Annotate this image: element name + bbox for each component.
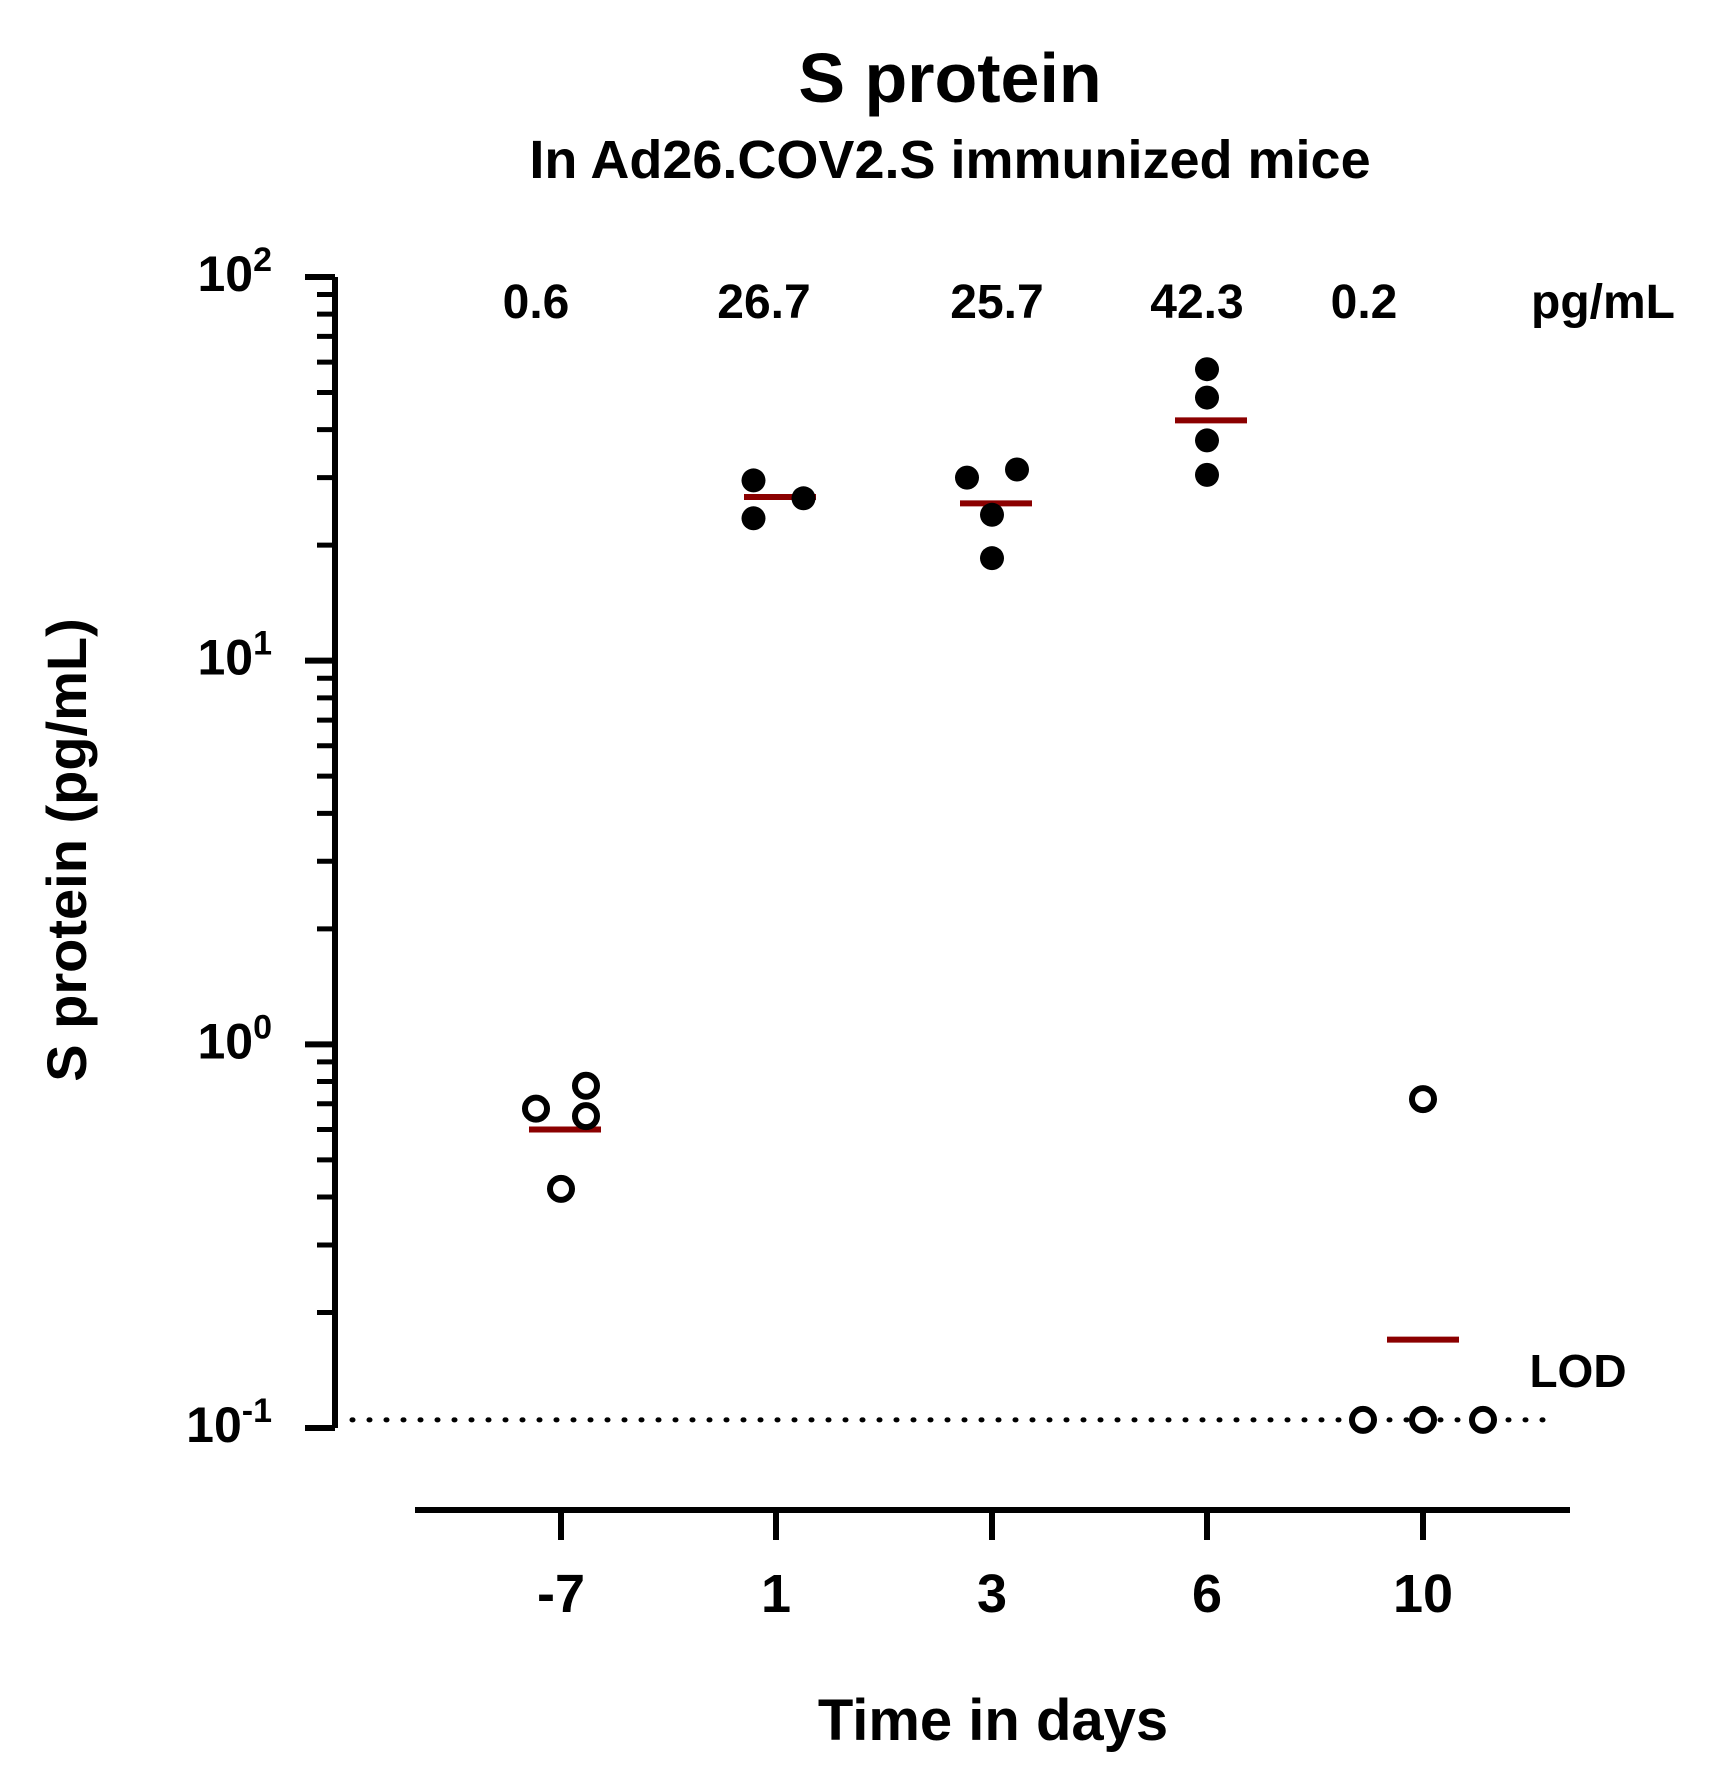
mean-value-label: 0.6 (503, 276, 570, 329)
y-tick-label: 10-1 (186, 1392, 272, 1453)
data-point (791, 486, 816, 511)
x-tick-label: 10 (1393, 1564, 1453, 1624)
y-tick-label: 100 (197, 1008, 272, 1069)
data-point (572, 1102, 600, 1131)
y-axis-ticks (305, 274, 335, 1431)
data-point (522, 1094, 550, 1123)
mean-value-label: 25.7 (950, 276, 1043, 329)
y-axis-label: S protein (pg/mL) (35, 618, 98, 1082)
y-axis-tick-labels: 10-1 100 101 102 (186, 241, 272, 1453)
chart-subtitle: In Ad26.COV2.S immunized mice (529, 130, 1370, 190)
y-tick-label: 101 (197, 625, 272, 686)
data-point (1195, 462, 1219, 487)
data-point (980, 502, 1004, 527)
mean-value-labels: 0.6 26.7 25.7 42.3 0.2 (503, 276, 1398, 329)
data-point (741, 506, 766, 531)
x-tick-label: 1 (761, 1564, 791, 1624)
mean-value-label: 42.3 (1150, 276, 1243, 329)
data-point (741, 468, 766, 493)
chart-title: S protein (798, 39, 1101, 117)
x-tick-label: 3 (977, 1564, 1007, 1624)
data-point (955, 465, 979, 490)
data-point (547, 1174, 575, 1203)
unit-label: pg/mL (1531, 276, 1675, 329)
data-point (1409, 1085, 1437, 1114)
x-axis-tick-labels: -7 1 3 6 10 (537, 1564, 1453, 1624)
data-point (1409, 1405, 1437, 1434)
mean-value-label: 0.2 (1331, 276, 1398, 329)
x-axis-label: Time in days (818, 1688, 1168, 1753)
data-point (1349, 1405, 1377, 1434)
data-point (1195, 357, 1219, 382)
data-point (1195, 385, 1219, 410)
mean-value-label: 26.7 (717, 276, 810, 329)
data-points (522, 357, 1497, 1434)
x-axis-ticks (558, 1510, 1426, 1540)
data-point (980, 546, 1004, 571)
x-tick-label: 6 (1192, 1564, 1222, 1624)
x-tick-label: -7 (537, 1564, 585, 1624)
data-point (1469, 1405, 1497, 1434)
y-tick-label: 102 (197, 241, 272, 302)
data-point (1005, 457, 1029, 482)
lod-label: LOD (1529, 1345, 1626, 1397)
data-point (1195, 428, 1219, 453)
data-point (572, 1071, 600, 1100)
